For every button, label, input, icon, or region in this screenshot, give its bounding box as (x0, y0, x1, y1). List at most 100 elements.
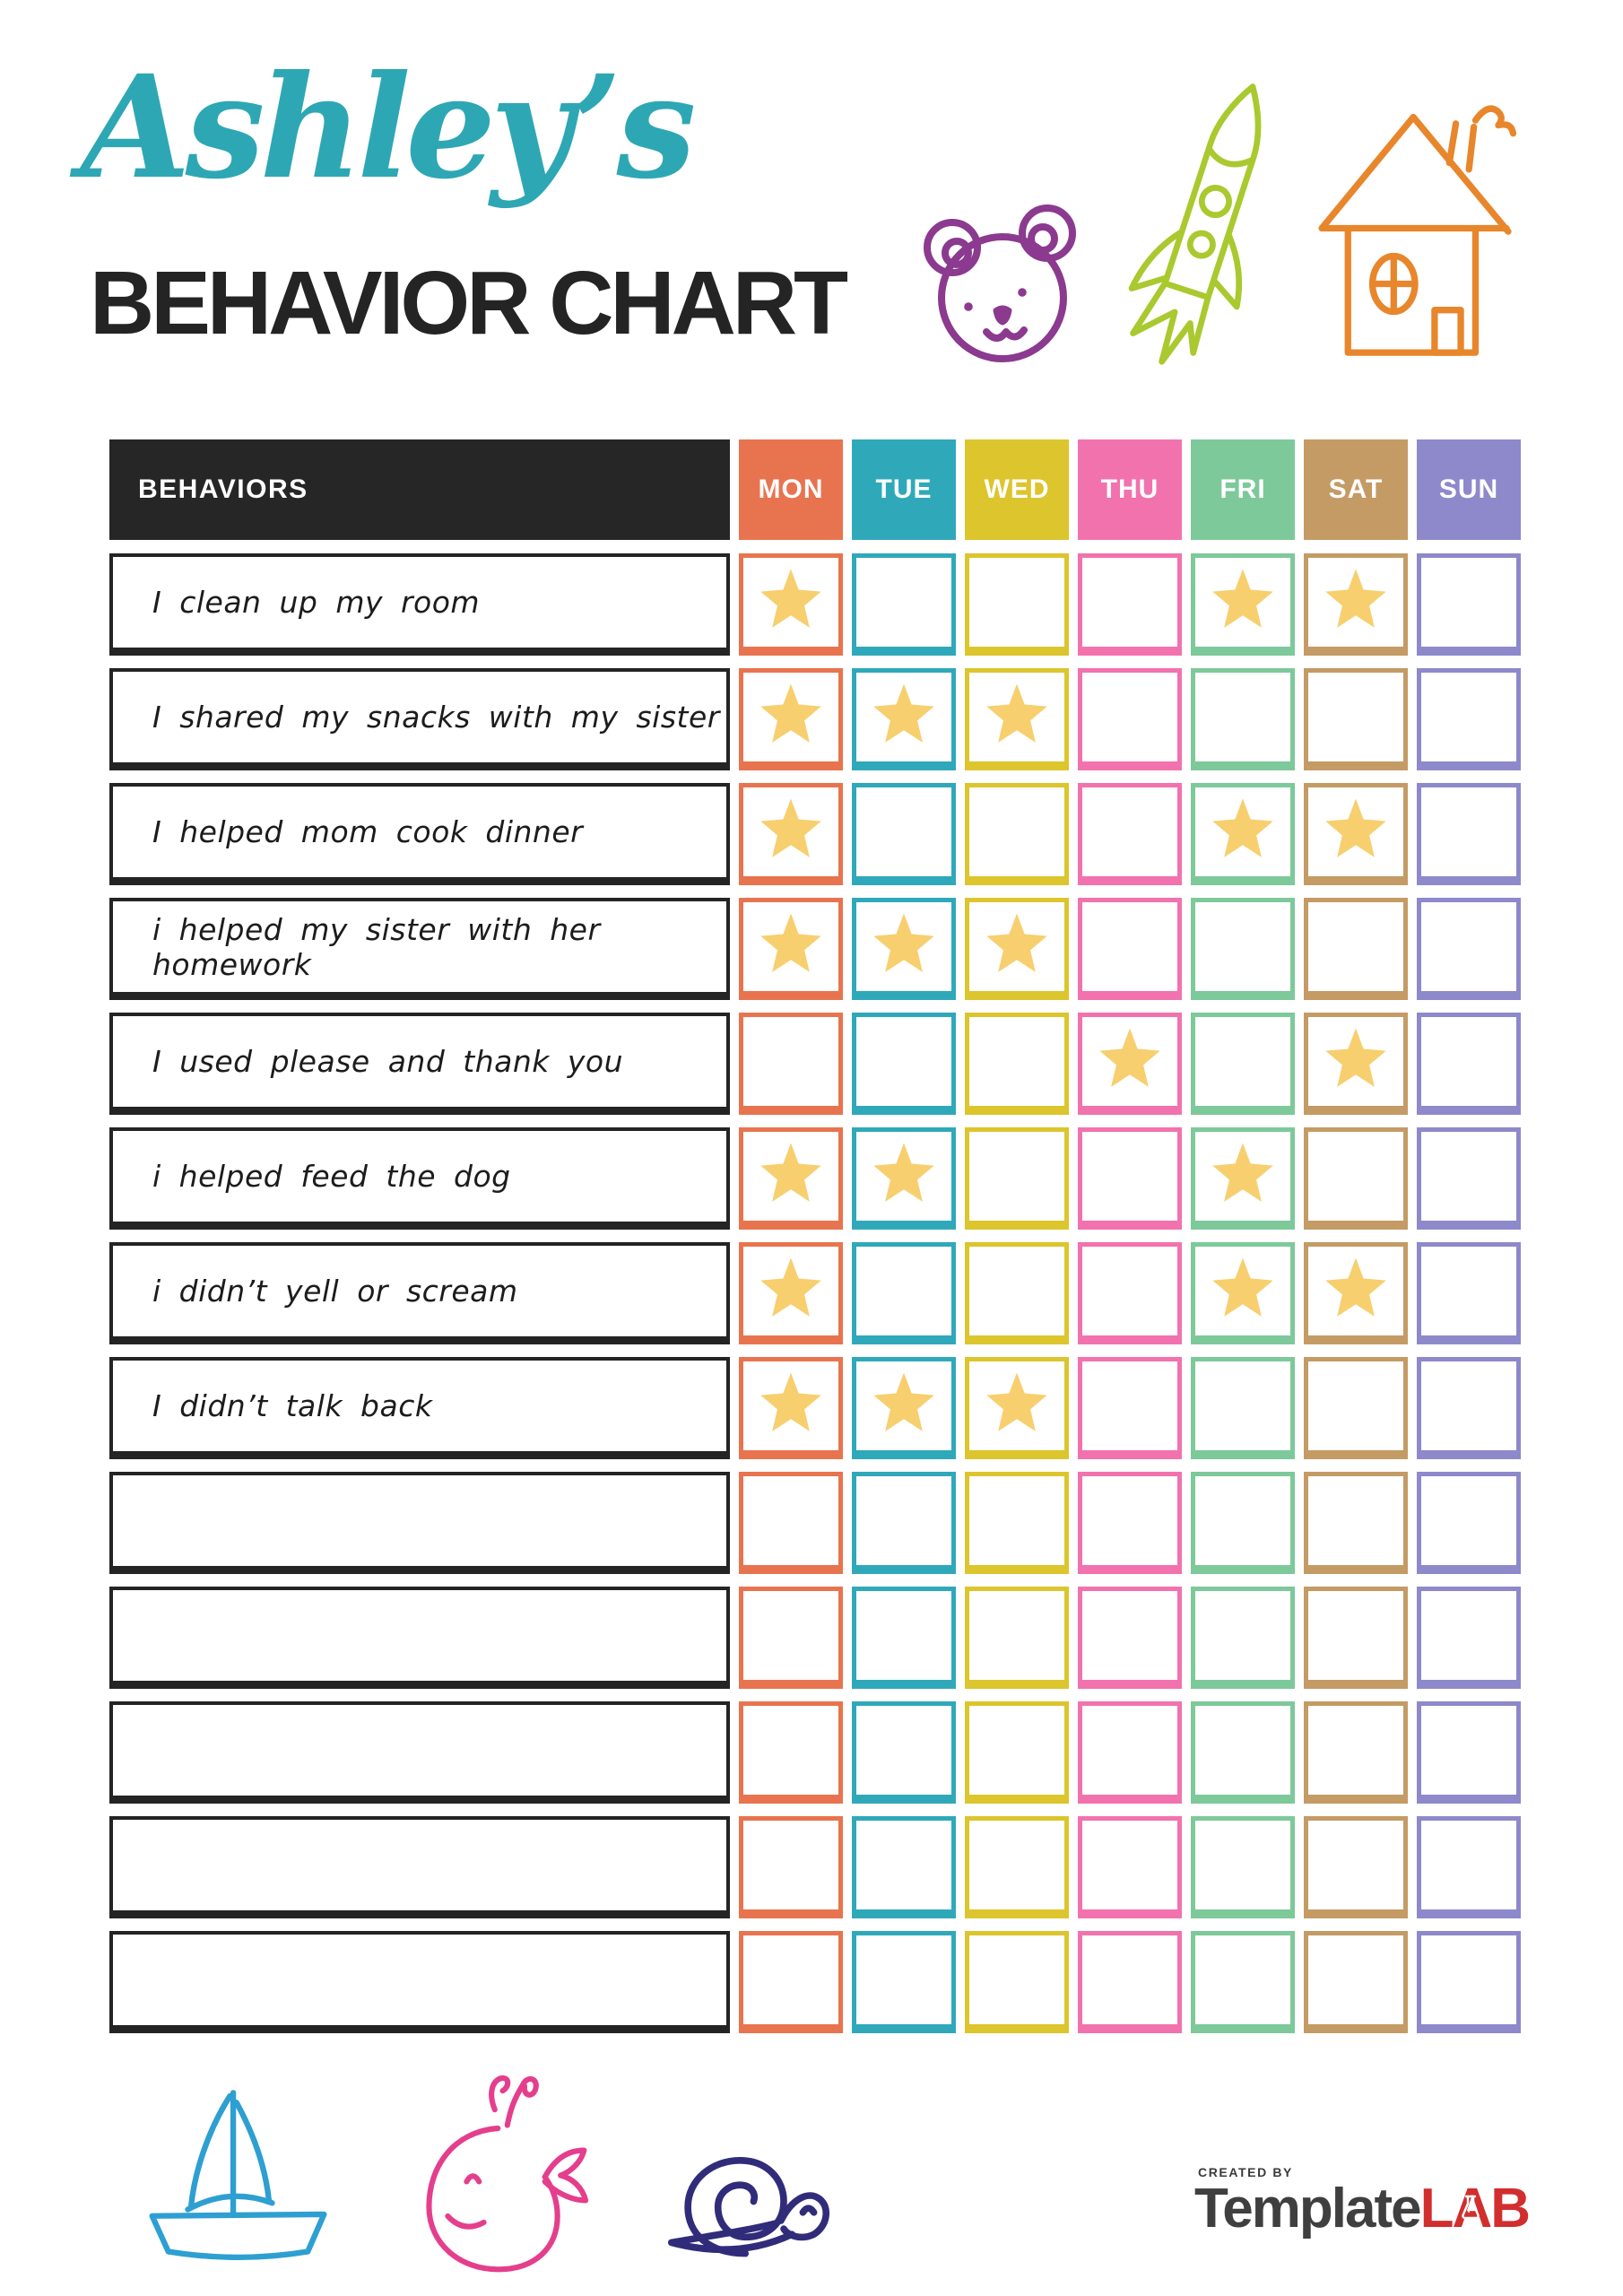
day-cell-sat[interactable] (1304, 783, 1408, 885)
behavior-label-cell[interactable]: I used please and thank you (109, 1013, 730, 1115)
day-cell-thu[interactable] (1078, 1472, 1182, 1574)
day-cell-mon[interactable] (739, 1472, 843, 1574)
day-cell-sat[interactable] (1304, 553, 1408, 656)
day-cell-wed[interactable] (965, 898, 1069, 1000)
behavior-label-cell[interactable]: I didn’t talk back (109, 1357, 730, 1459)
day-cell-fri[interactable] (1191, 668, 1295, 770)
day-cell-tue[interactable] (852, 1357, 956, 1459)
day-cell-mon[interactable] (739, 1587, 843, 1689)
day-cell-fri[interactable] (1191, 898, 1295, 1000)
day-cell-tue[interactable] (852, 1013, 956, 1115)
day-cell-wed[interactable] (965, 1931, 1069, 2033)
day-cell-sun[interactable] (1417, 1816, 1521, 1918)
behavior-label-cell[interactable]: I clean up my room (109, 553, 730, 656)
day-cell-sat[interactable] (1304, 668, 1408, 770)
day-cell-sun[interactable] (1417, 668, 1521, 770)
day-cell-tue[interactable] (852, 1587, 956, 1689)
day-cell-fri[interactable] (1191, 1242, 1295, 1344)
day-cell-sun[interactable] (1417, 1701, 1521, 1804)
day-cell-tue[interactable] (852, 1931, 956, 2033)
day-cell-sat[interactable] (1304, 1816, 1408, 1918)
day-cell-sat[interactable] (1304, 1242, 1408, 1344)
day-cell-sun[interactable] (1417, 1357, 1521, 1459)
behavior-label-cell[interactable] (109, 1587, 730, 1689)
day-cell-fri[interactable] (1191, 553, 1295, 656)
day-cell-mon[interactable] (739, 553, 843, 656)
day-cell-fri[interactable] (1191, 1701, 1295, 1804)
day-cell-tue[interactable] (852, 783, 956, 885)
day-cell-tue[interactable] (852, 1242, 956, 1344)
day-cell-mon[interactable] (739, 1013, 843, 1115)
day-cell-tue[interactable] (852, 668, 956, 770)
day-cell-sun[interactable] (1417, 1013, 1521, 1115)
day-cell-thu[interactable] (1078, 1816, 1182, 1918)
day-cell-sat[interactable] (1304, 1013, 1408, 1115)
day-cell-wed[interactable] (965, 783, 1069, 885)
day-cell-mon[interactable] (739, 1816, 843, 1918)
day-cell-mon[interactable] (739, 1242, 843, 1344)
day-cell-mon[interactable] (739, 1701, 843, 1804)
day-cell-mon[interactable] (739, 898, 843, 1000)
day-cell-mon[interactable] (739, 668, 843, 770)
day-cell-wed[interactable] (965, 1472, 1069, 1574)
day-cell-wed[interactable] (965, 1127, 1069, 1230)
day-cell-mon[interactable] (739, 1357, 843, 1459)
day-cell-tue[interactable] (852, 1701, 956, 1804)
day-cell-sun[interactable] (1417, 553, 1521, 656)
behavior-label-cell[interactable]: i helped feed the dog (109, 1127, 730, 1230)
day-cell-tue[interactable] (852, 1472, 956, 1574)
day-cell-mon[interactable] (739, 783, 843, 885)
day-cell-thu[interactable] (1078, 1587, 1182, 1689)
day-cell-sat[interactable] (1304, 1127, 1408, 1230)
day-cell-sun[interactable] (1417, 783, 1521, 885)
day-cell-wed[interactable] (965, 1242, 1069, 1344)
day-cell-tue[interactable] (852, 1127, 956, 1230)
behavior-label-cell[interactable] (109, 1701, 730, 1804)
behavior-label-cell[interactable] (109, 1931, 730, 2033)
day-cell-tue[interactable] (852, 553, 956, 656)
day-cell-tue[interactable] (852, 1816, 956, 1918)
day-cell-sat[interactable] (1304, 1357, 1408, 1459)
behavior-label-cell[interactable] (109, 1472, 730, 1574)
day-cell-sun[interactable] (1417, 1242, 1521, 1344)
day-cell-thu[interactable] (1078, 1127, 1182, 1230)
day-cell-sat[interactable] (1304, 1931, 1408, 2033)
day-cell-thu[interactable] (1078, 783, 1182, 885)
day-cell-fri[interactable] (1191, 1931, 1295, 2033)
day-cell-fri[interactable] (1191, 1127, 1295, 1230)
day-cell-fri[interactable] (1191, 1013, 1295, 1115)
day-cell-sat[interactable] (1304, 898, 1408, 1000)
behavior-label-cell[interactable]: i helped my sister with her homework (109, 898, 730, 1000)
day-cell-mon[interactable] (739, 1127, 843, 1230)
day-cell-thu[interactable] (1078, 898, 1182, 1000)
day-cell-fri[interactable] (1191, 1587, 1295, 1689)
day-cell-wed[interactable] (965, 553, 1069, 656)
behavior-label-cell[interactable] (109, 1816, 730, 1918)
day-cell-fri[interactable] (1191, 1816, 1295, 1918)
day-cell-sun[interactable] (1417, 1472, 1521, 1574)
day-cell-thu[interactable] (1078, 668, 1182, 770)
behavior-label-cell[interactable]: i didn’t yell or scream (109, 1242, 730, 1344)
behavior-label-cell[interactable]: I helped mom cook dinner (109, 783, 730, 885)
day-cell-thu[interactable] (1078, 1357, 1182, 1459)
day-cell-sat[interactable] (1304, 1701, 1408, 1804)
behavior-label-cell[interactable]: I shared my snacks with my sister (109, 668, 730, 770)
day-cell-thu[interactable] (1078, 1931, 1182, 2033)
day-cell-sun[interactable] (1417, 1587, 1521, 1689)
day-cell-sun[interactable] (1417, 1127, 1521, 1230)
day-cell-thu[interactable] (1078, 553, 1182, 656)
day-cell-wed[interactable] (965, 1816, 1069, 1918)
day-cell-thu[interactable] (1078, 1701, 1182, 1804)
day-cell-wed[interactable] (965, 1013, 1069, 1115)
day-cell-wed[interactable] (965, 668, 1069, 770)
day-cell-wed[interactable] (965, 1587, 1069, 1689)
day-cell-sun[interactable] (1417, 898, 1521, 1000)
day-cell-wed[interactable] (965, 1357, 1069, 1459)
day-cell-sat[interactable] (1304, 1472, 1408, 1574)
day-cell-fri[interactable] (1191, 1472, 1295, 1574)
day-cell-thu[interactable] (1078, 1242, 1182, 1344)
day-cell-fri[interactable] (1191, 1357, 1295, 1459)
day-cell-tue[interactable] (852, 898, 956, 1000)
day-cell-thu[interactable] (1078, 1013, 1182, 1115)
day-cell-sun[interactable] (1417, 1931, 1521, 2033)
